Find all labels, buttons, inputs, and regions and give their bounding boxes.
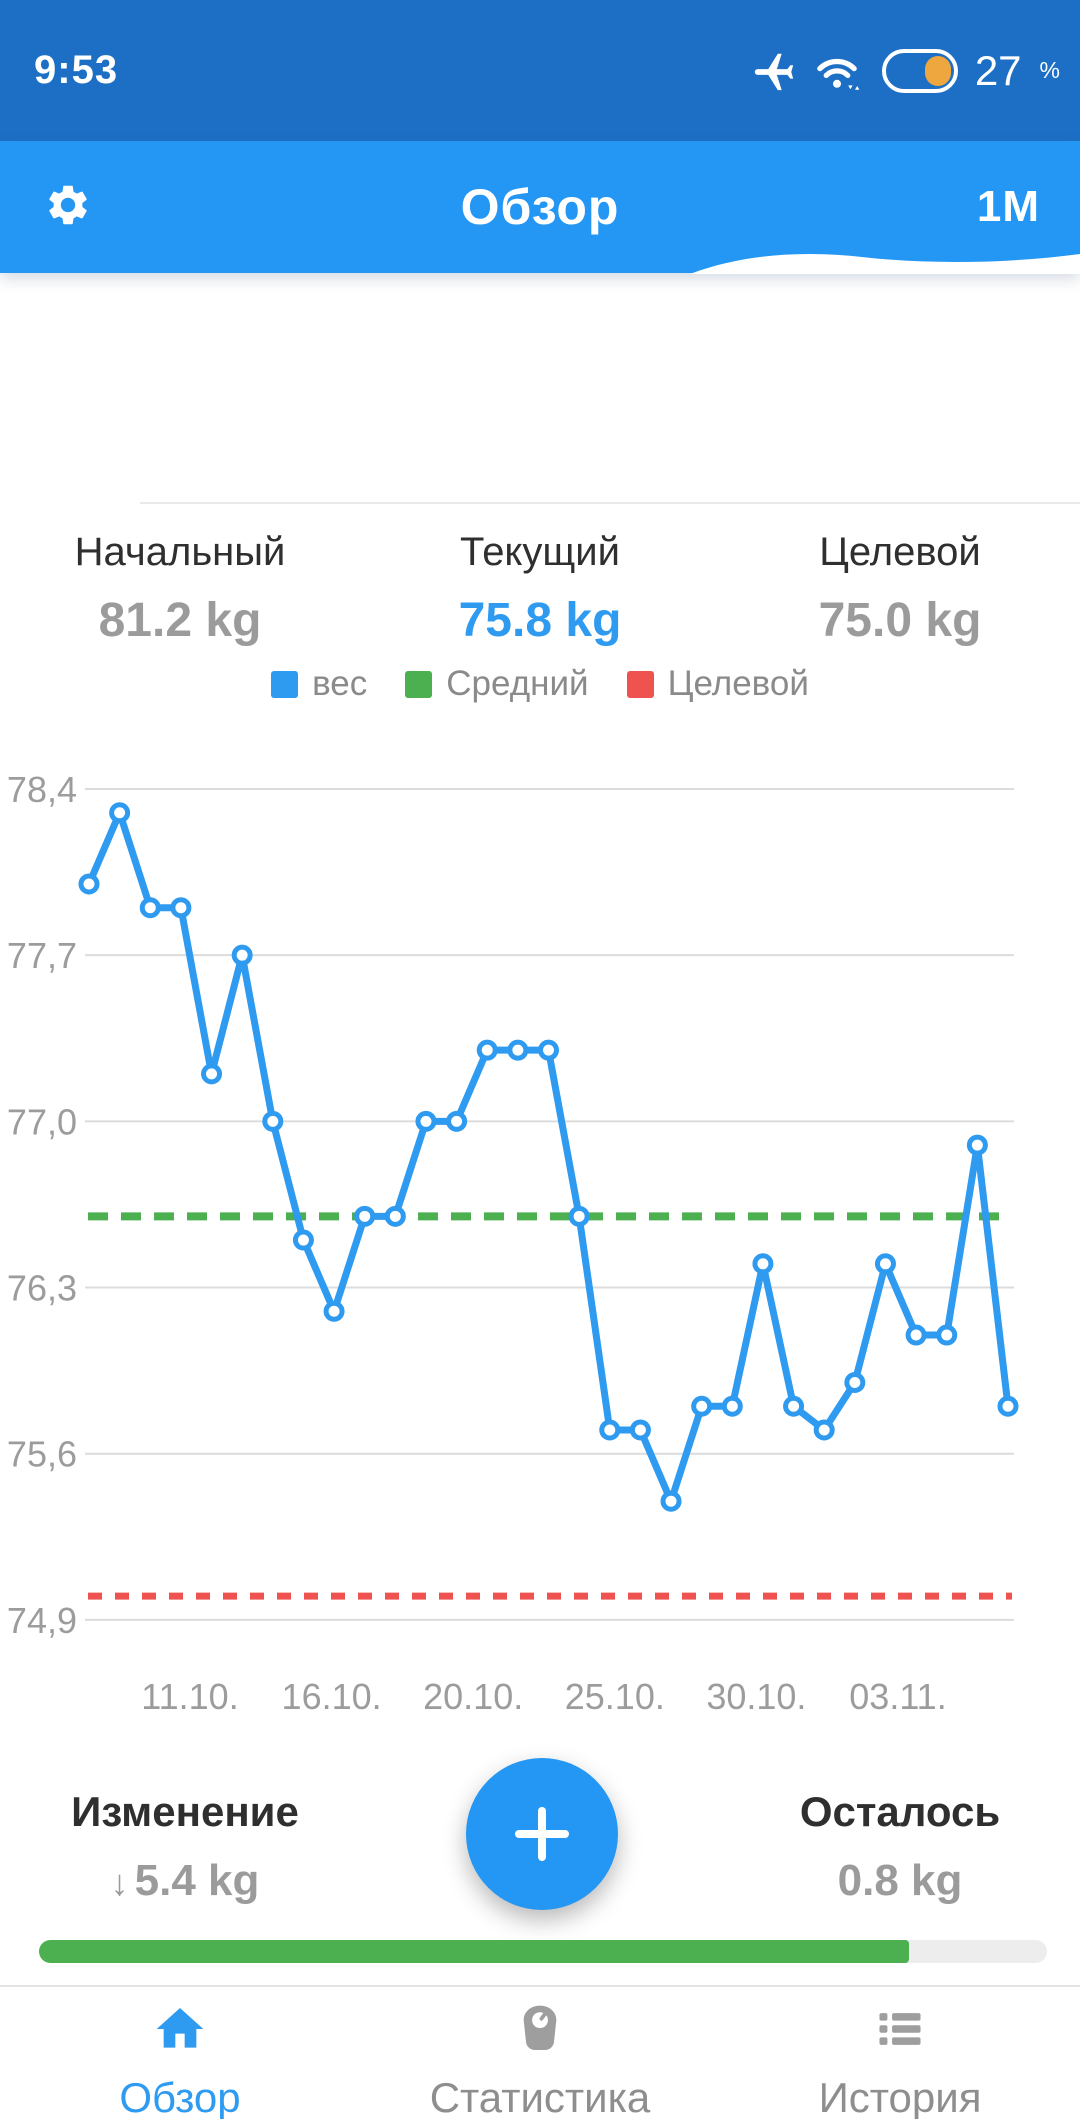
percent-sign: %	[1039, 57, 1060, 83]
settings-button[interactable]	[40, 179, 96, 235]
svg-text:78,4: 78,4	[7, 769, 77, 810]
change-value: ↓ 5.4 kg	[0, 1856, 370, 1906]
scale-icon	[512, 2001, 568, 2062]
summary-row: Начальный 81.2 kg Текущий 75.8 kg Целево…	[0, 530, 1080, 648]
svg-text:77,7: 77,7	[7, 935, 77, 976]
gear-icon	[44, 181, 92, 234]
clock: 9:53	[34, 48, 119, 92]
svg-text:20.10.: 20.10.	[423, 1676, 523, 1717]
svg-text:75,6: 75,6	[7, 1434, 77, 1475]
tab-history-label: История	[818, 2074, 982, 2119]
remaining-block: Осталось 0.8 kg	[720, 1788, 1080, 1906]
section-divider	[140, 502, 1080, 504]
chart-legend: вес Средний Целевой	[0, 664, 1080, 704]
goal-progress-bar	[39, 1940, 1047, 1963]
svg-text:11.10.: 11.10.	[141, 1676, 238, 1717]
remaining-value: 0.8 kg	[837, 1856, 963, 1905]
summary-target: Целевой 75.0 kg	[720, 530, 1080, 648]
summary-start-value: 81.2 kg	[98, 594, 262, 647]
change-amount: 5.4 kg	[134, 1856, 260, 1905]
svg-text:30.10.: 30.10.	[706, 1676, 806, 1717]
status-icons: 27 %	[751, 47, 1060, 95]
legend-swatch-weight	[271, 670, 299, 698]
summary-target-value: 75.0 kg	[818, 594, 982, 647]
svg-text:25.10.: 25.10.	[565, 1676, 665, 1717]
battery-percent: 27	[974, 46, 1022, 94]
wifi-icon	[813, 47, 865, 95]
svg-text:77,0: 77,0	[7, 1101, 77, 1142]
list-icon	[872, 2001, 928, 2062]
bottom-nav: Обзор Статистика	[0, 1985, 1080, 2119]
decorative-wave	[690, 253, 1080, 274]
svg-text:03.11.: 03.11.	[849, 1676, 946, 1717]
legend-label-target: Целевой	[667, 664, 809, 703]
home-icon	[152, 2001, 208, 2062]
legend-swatch-average	[405, 670, 433, 698]
tab-statistics-label: Статистика	[429, 2074, 651, 2119]
legend-item-target: Целевой	[626, 664, 809, 704]
svg-text:16.10.: 16.10.	[282, 1676, 382, 1717]
app-bar: Обзор 1M	[0, 141, 1080, 274]
summary-current-label: Текущий	[460, 530, 620, 574]
tab-overview-label: Обзор	[119, 2074, 241, 2119]
legend-label-average: Средний	[446, 664, 589, 703]
goal-progress-fill	[39, 1940, 909, 1963]
status-bar: 9:53 27 %	[0, 0, 1080, 141]
battery-icon	[881, 48, 959, 94]
summary-start: Начальный 81.2 kg	[0, 530, 360, 648]
down-arrow-icon: ↓	[110, 1862, 129, 1903]
tab-history[interactable]: История	[720, 2001, 1080, 2119]
legend-item-average: Средний	[405, 664, 589, 704]
legend-item-weight: вес	[271, 664, 367, 704]
summary-current-value: 75.8 kg	[458, 594, 622, 647]
period-selector[interactable]: 1M	[976, 182, 1040, 231]
legend-label-weight: вес	[312, 664, 368, 703]
add-weight-button[interactable]	[466, 1758, 618, 1910]
legend-swatch-target	[626, 670, 654, 698]
svg-text:74,9: 74,9	[7, 1600, 77, 1641]
summary-target-label: Целевой	[819, 530, 981, 574]
remaining-label: Осталось	[799, 1788, 1001, 1835]
change-block: Изменение ↓ 5.4 kg	[0, 1788, 370, 1906]
summary-start-label: Начальный	[74, 530, 286, 574]
tab-overview[interactable]: Обзор	[0, 2001, 360, 2119]
tab-statistics[interactable]: Статистика	[360, 2001, 720, 2119]
summary-current: Текущий 75.8 kg	[360, 530, 720, 648]
page-title: Обзор	[460, 179, 620, 235]
change-label: Изменение	[71, 1788, 299, 1835]
svg-text:76,3: 76,3	[7, 1268, 77, 1309]
weight-chart-area[interactable]: 78,4 77,7 77,0 76,3 75,6 74,9 11.10. 16.10. 20.1…	[0, 760, 1080, 1720]
weight-chart[interactable]: 78,4 77,7 77,0 76,3 75,6 74,9 11.10. 16.10. 20.1…	[0, 760, 1080, 1720]
airplane-icon	[751, 48, 797, 94]
